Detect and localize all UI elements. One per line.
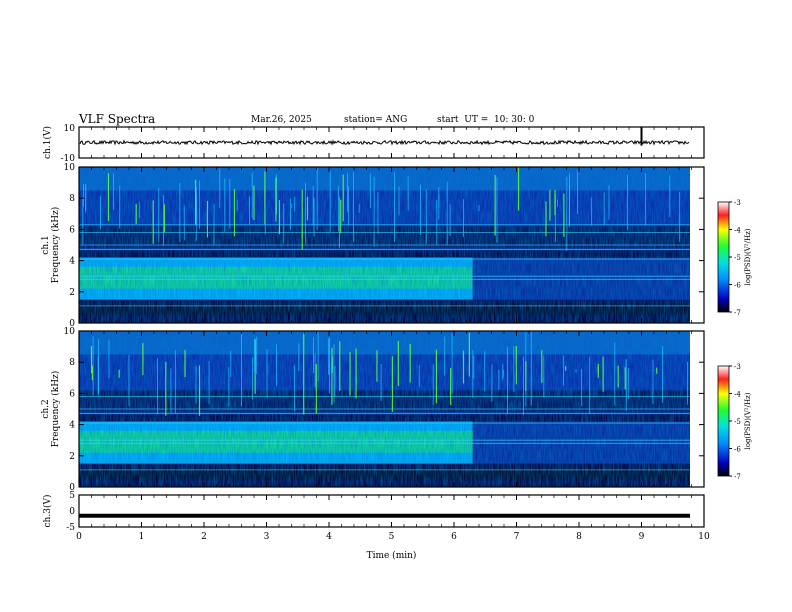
- ch3-ytick-label: 0: [69, 507, 75, 517]
- colorbar-tick-label: -3: [734, 363, 741, 371]
- x-tick-label: 0: [76, 532, 82, 542]
- freq-tick-label: 4: [69, 257, 75, 267]
- freq-axis-label: Frequency (kHz): [50, 371, 61, 448]
- ch1-ylabel: ch.1(V): [42, 126, 53, 159]
- freq-tick-label: 0: [69, 483, 75, 493]
- freq-tick-label: 4: [69, 421, 75, 431]
- colorbar-tick-label: -7: [734, 473, 741, 481]
- x-tick-label: 1: [139, 532, 145, 542]
- freq-tick-label: 6: [69, 225, 75, 235]
- freq-tick-label: 10: [64, 327, 76, 337]
- spectrogram-end-gap: [690, 331, 704, 487]
- colorbar-label: log(PSD)(V²/Hz): [744, 228, 752, 285]
- x-axis-label: Time (min): [367, 550, 417, 561]
- x-tick-label: 5: [389, 532, 395, 542]
- freq-tick-label: 6: [69, 389, 75, 399]
- x-tick-label: 7: [514, 532, 520, 542]
- colorbar-tick-label: -6: [734, 282, 741, 290]
- colorbar-tick-label: -5: [734, 254, 741, 262]
- x-tick-label: 4: [326, 532, 332, 542]
- x-tick-label: 8: [576, 532, 582, 542]
- freq-tick-label: 8: [69, 358, 75, 368]
- colorbar-label: log(PSD)(V²/Hz): [744, 392, 752, 449]
- colorbar-tick-label: -6: [734, 446, 741, 454]
- x-tick-label: 2: [201, 532, 207, 542]
- spectrogram-end-gap: [690, 167, 704, 323]
- x-tick-label: 3: [264, 532, 270, 542]
- freq-tick-label: 8: [69, 194, 75, 204]
- channel-label: ch.1: [41, 235, 51, 254]
- channel-label: ch.2: [41, 399, 51, 418]
- ch1-waveform-trace: [79, 139, 690, 146]
- freq-axis-label: Frequency (kHz): [50, 207, 61, 284]
- ch3-ylabel: ch.3(V): [42, 495, 53, 528]
- ch1-ytick-label: 10: [64, 124, 76, 134]
- colorbar: [717, 365, 730, 477]
- freq-tick-label: 2: [69, 288, 75, 298]
- x-tick-label: 6: [451, 532, 457, 542]
- colorbar-tick-label: -4: [734, 391, 741, 399]
- ch3-ytick-label: 5: [69, 491, 75, 501]
- ch1-ytick-label: -10: [61, 154, 76, 164]
- x-tick-label: 10: [698, 532, 710, 542]
- colorbar-tick-label: -5: [734, 418, 741, 426]
- colorbar-tick-label: -7: [734, 309, 741, 317]
- freq-tick-label: 10: [64, 163, 76, 173]
- ch3-ytick-label: -5: [66, 523, 75, 533]
- freq-tick-label: 0: [69, 319, 75, 329]
- date-label: Mar.26, 2025: [251, 115, 312, 125]
- station-label: station= ANG: [344, 115, 408, 125]
- start-time-label: start UT = 10: 30: 0: [437, 115, 535, 125]
- freq-tick-label: 2: [69, 452, 75, 462]
- colorbar: [717, 201, 730, 313]
- colorbar-tick-label: -4: [734, 227, 741, 235]
- figure-title: VLF Spectra: [79, 112, 156, 126]
- colorbar-tick-label: -3: [734, 199, 741, 207]
- x-tick-label: 9: [639, 532, 645, 542]
